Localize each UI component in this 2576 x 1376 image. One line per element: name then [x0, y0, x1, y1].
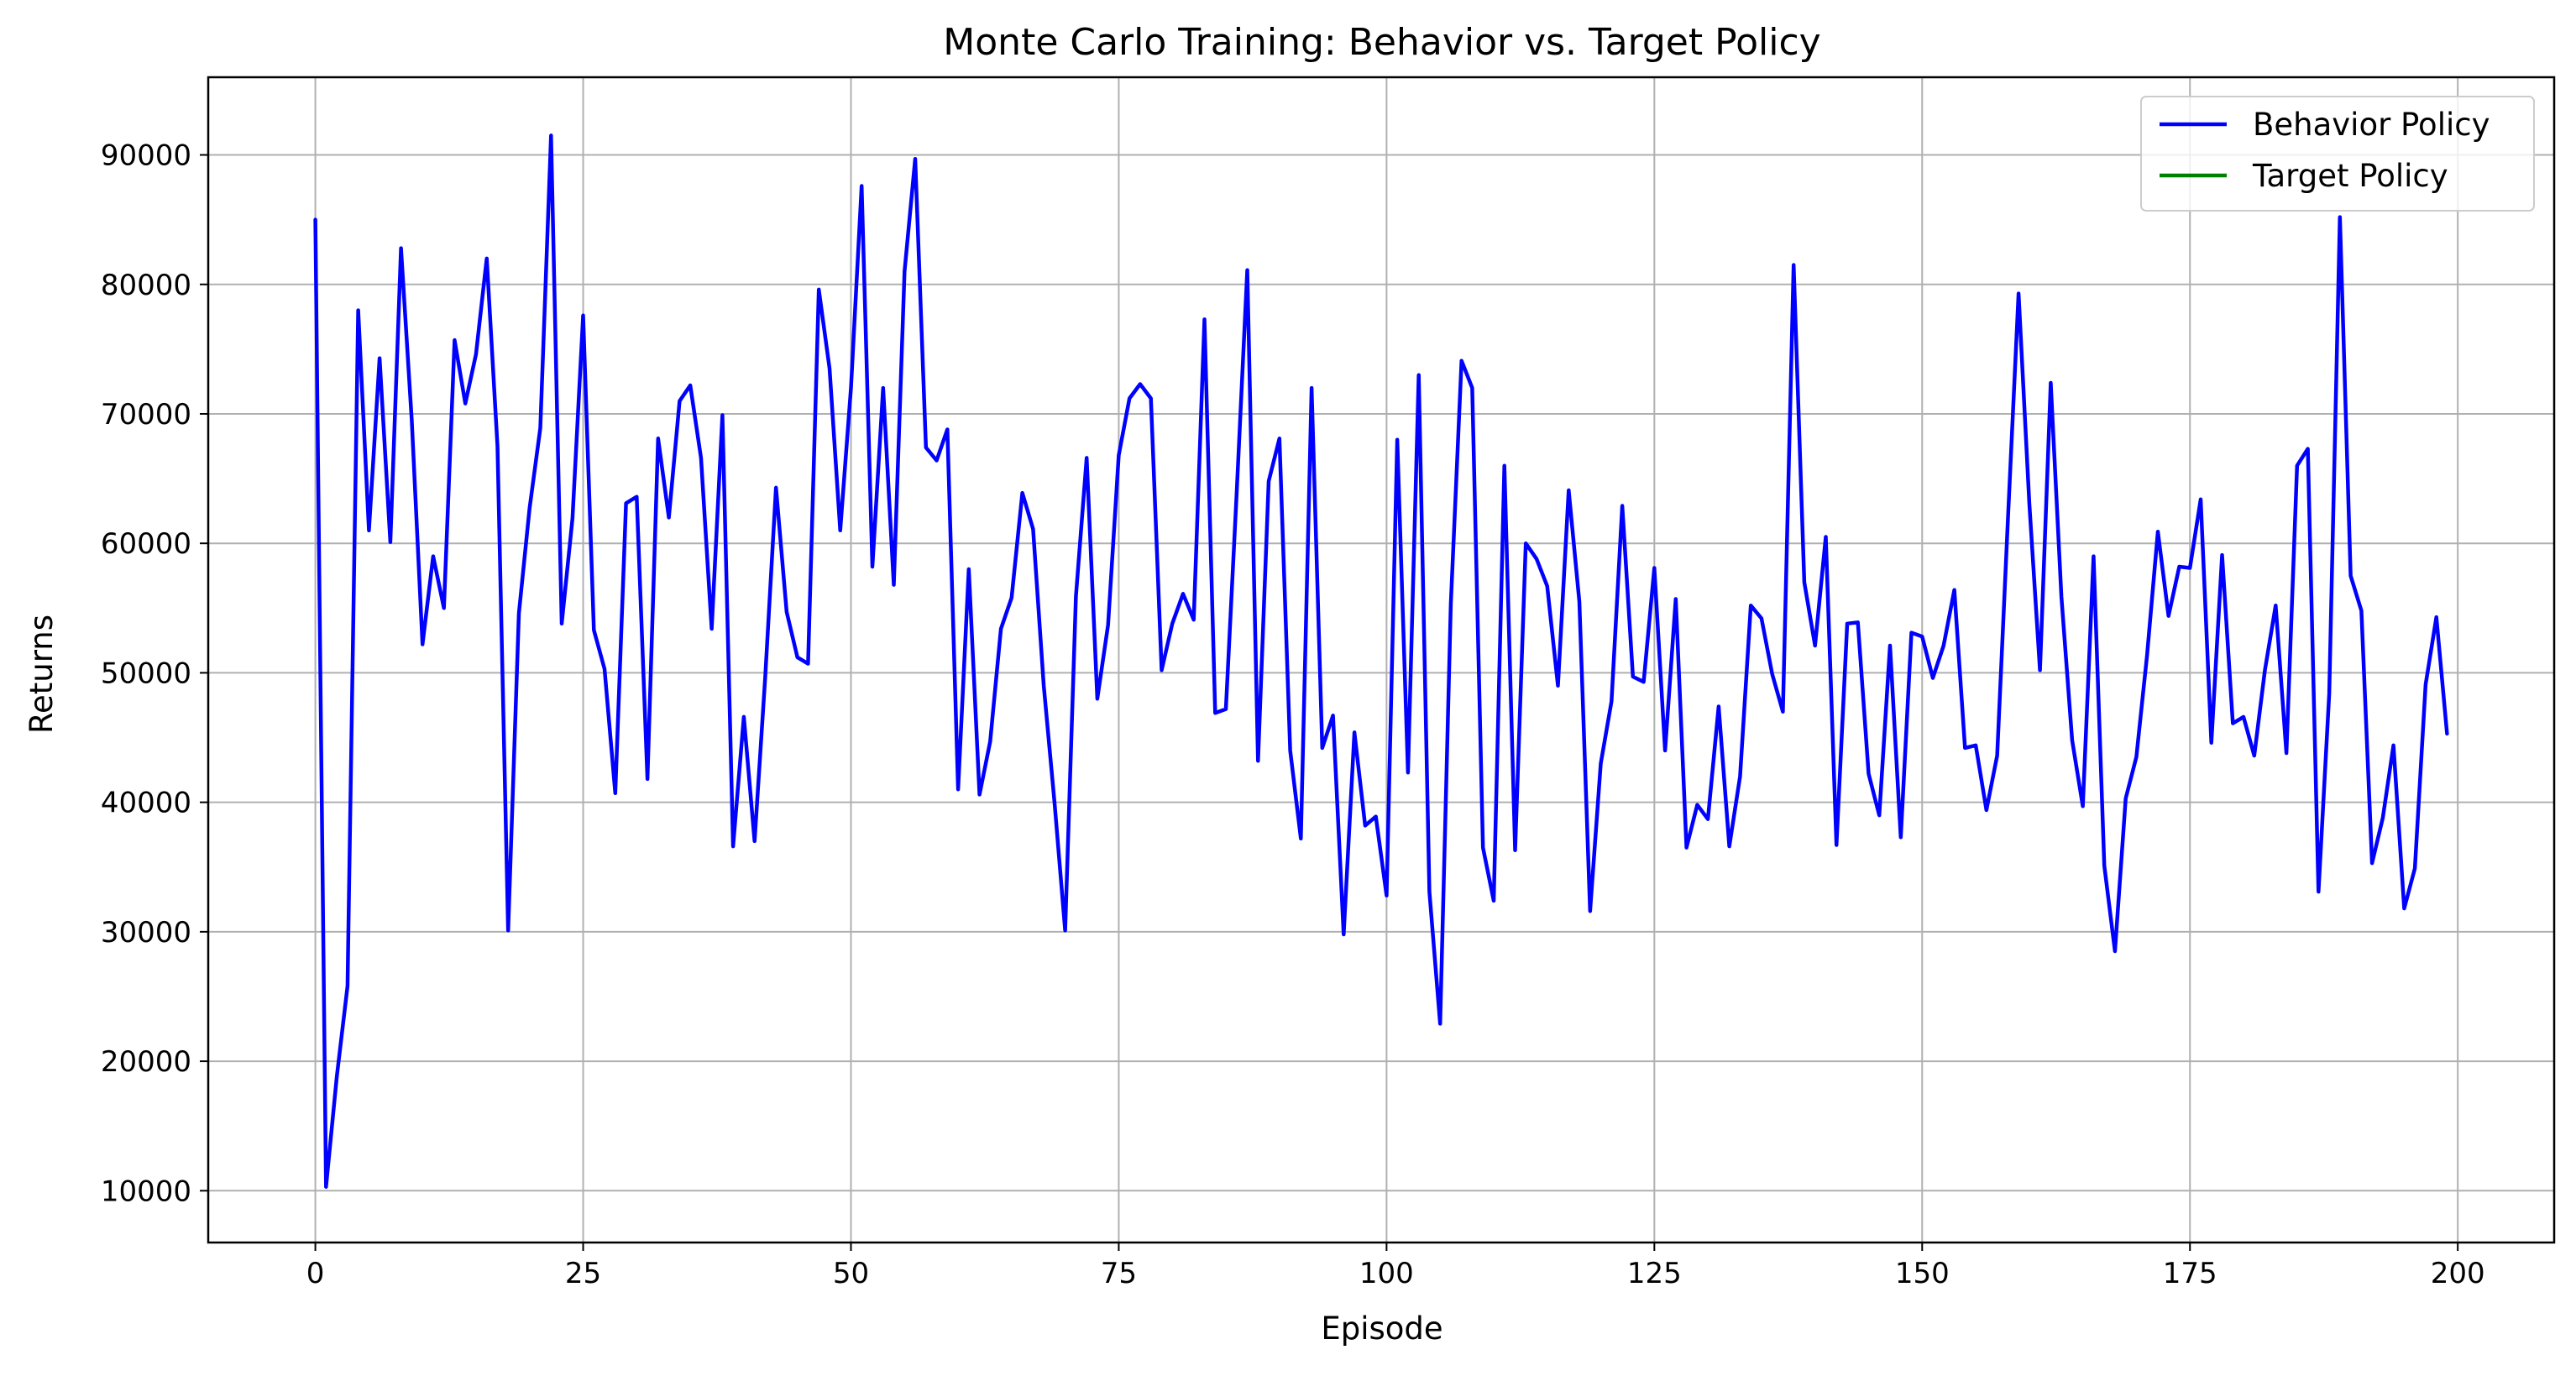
legend-label: Target Policy — [2252, 158, 2448, 194]
y-tick-label: 30000 — [101, 916, 191, 950]
x-tick-label: 75 — [1101, 1257, 1137, 1290]
series-layer — [313, 133, 2449, 1189]
grid — [208, 77, 2554, 1243]
y-tick-label: 70000 — [101, 398, 191, 432]
y-axis-label: Returns — [24, 615, 60, 734]
x-tick-label: 50 — [833, 1257, 869, 1290]
x-tick-label: 25 — [565, 1257, 601, 1290]
y-tick-label: 50000 — [101, 657, 191, 690]
y-tick-label: 40000 — [101, 787, 191, 820]
x-tick-label: 100 — [1359, 1257, 1414, 1290]
y-axis-ticks: 10000 20000 30000 40000 50000 60000 70000 80000… — [101, 139, 208, 1208]
x-tick-label: 175 — [2163, 1257, 2217, 1290]
x-tick-label: 200 — [2431, 1257, 2485, 1290]
y-tick-label: 60000 — [101, 527, 191, 561]
y-tick-label: 10000 — [101, 1175, 191, 1208]
x-axis-label: Episode — [1321, 1311, 1442, 1347]
y-tick-label: 90000 — [101, 139, 191, 173]
x-tick-label: 150 — [1895, 1257, 1950, 1290]
y-tick-label: 80000 — [101, 269, 191, 302]
chart-title: Monte Carlo Training: Behavior vs. Targe… — [943, 21, 1820, 64]
x-tick-label: 0 — [306, 1257, 325, 1290]
legend-label: Behavior Policy — [2253, 107, 2490, 143]
legend: Behavior Policy Target Policy — [2140, 96, 2535, 212]
x-tick-label: 125 — [1627, 1257, 1682, 1290]
plot-frame — [207, 76, 2556, 1244]
x-axis-ticks: 0 25 50 75 100 125 150 175 200 — [306, 1243, 2485, 1290]
y-tick-label: 20000 — [101, 1045, 191, 1079]
legend-box — [2140, 96, 2535, 212]
series-line-0 — [313, 133, 2449, 1189]
